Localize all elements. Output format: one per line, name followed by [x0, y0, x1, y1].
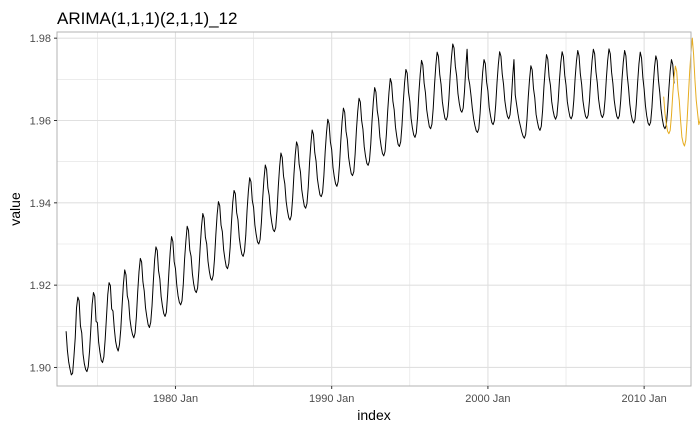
- y-tick-label: 1.94: [30, 198, 51, 210]
- y-axis: 1.90 1.92 1.94 1.96 1.98: [30, 33, 57, 374]
- chart-title: ARIMA(1,1,1)(2,1,1)_12: [57, 9, 237, 28]
- plot-panel: [57, 32, 691, 386]
- y-tick-label: 1.92: [30, 280, 51, 292]
- y-tick-label: 1.98: [30, 33, 51, 45]
- x-axis: 1980 Jan 1990 Jan 2000 Jan 2010 Jan: [153, 386, 667, 405]
- series-layer: [65, 37, 700, 376]
- x-tick-label: 1980 Jan: [153, 393, 198, 405]
- history-line: [65, 43, 675, 376]
- x-tick-label: 2010 Jan: [622, 393, 667, 405]
- x-tick-label: 1990 Jan: [309, 393, 354, 405]
- y-tick-label: 1.90: [30, 362, 51, 374]
- plot-border: [56, 31, 692, 387]
- y-axis-title: value: [7, 192, 23, 226]
- y-tick-label: 1.96: [30, 116, 51, 128]
- x-axis-title: index: [357, 407, 390, 423]
- x-tick-label: 2000 Jan: [465, 393, 510, 405]
- forecast-line: [663, 37, 700, 147]
